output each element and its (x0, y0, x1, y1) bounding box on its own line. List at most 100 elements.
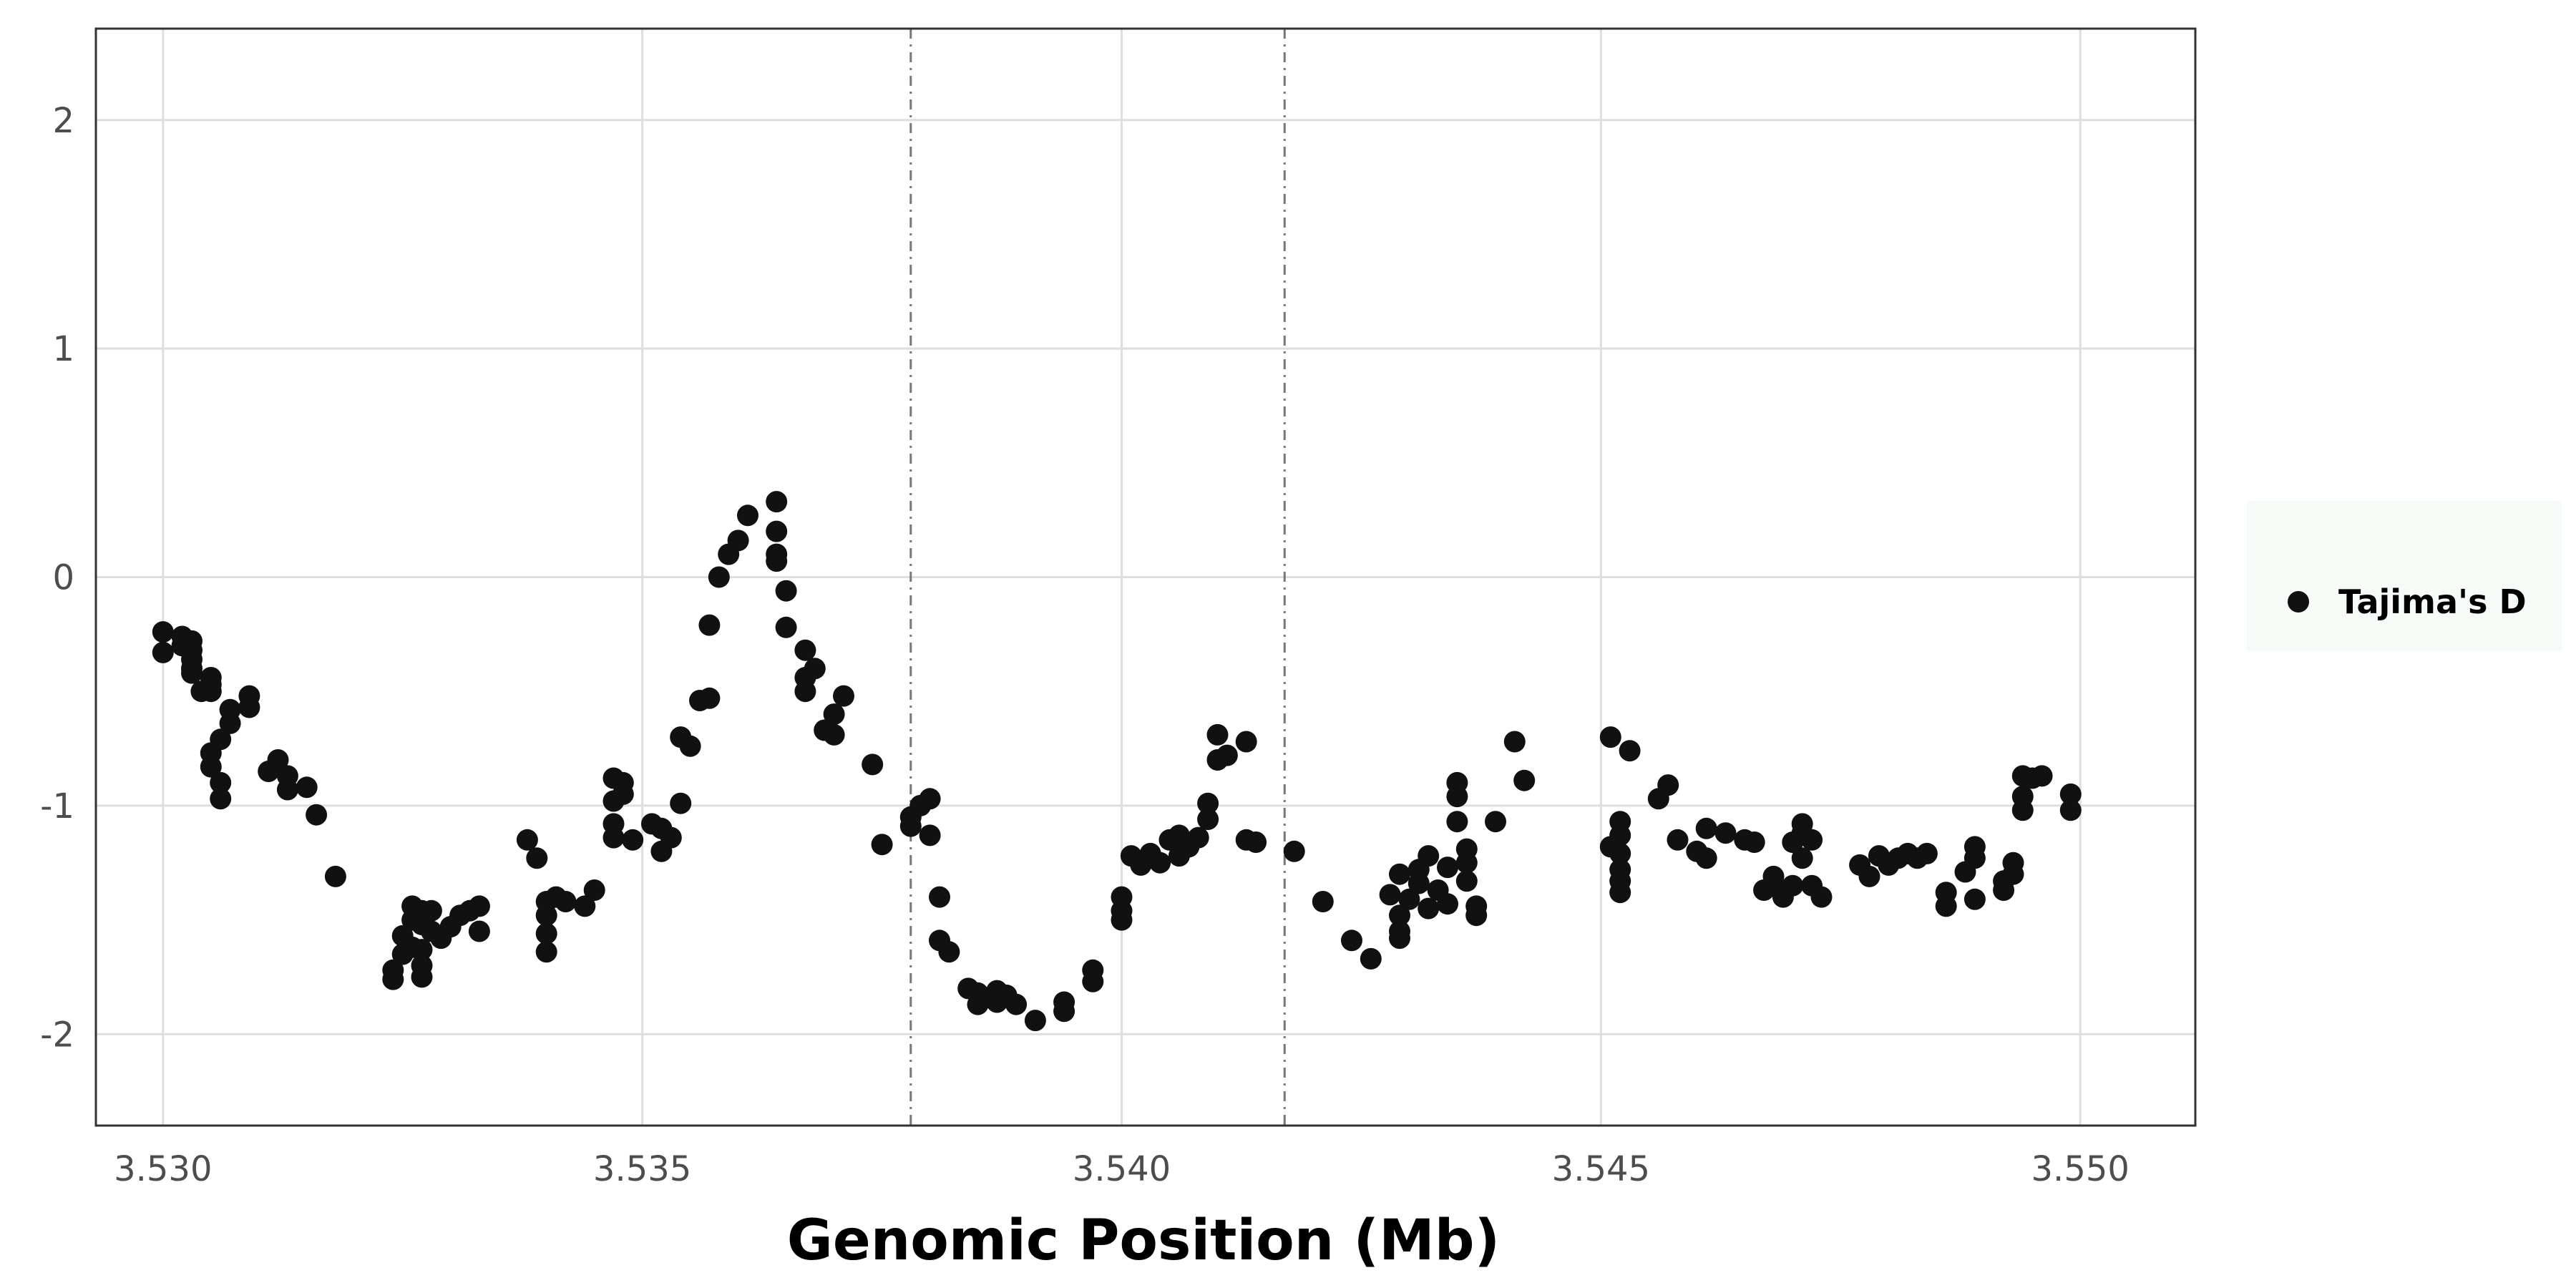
data-point (1599, 726, 1621, 748)
x-tick-label: 3.540 (1073, 1149, 1171, 1189)
data-point (1149, 852, 1171, 874)
data-point (871, 834, 893, 856)
y-tick-label: -2 (40, 1015, 74, 1055)
data-point (2011, 799, 2034, 821)
data-point (535, 922, 557, 945)
data-point (1407, 872, 1430, 894)
data-point (823, 723, 845, 746)
data-point (1341, 930, 1362, 952)
data-point (794, 680, 816, 703)
data-point (1005, 993, 1028, 1015)
data-point (1216, 744, 1238, 766)
legend-key-point (2288, 591, 2309, 613)
data-point (929, 886, 950, 908)
data-point (200, 756, 222, 778)
data-point (1360, 947, 1382, 970)
data-point (1187, 826, 1209, 849)
data-point (1398, 888, 1420, 910)
data-point (1446, 811, 1468, 833)
x-tick-label: 3.530 (114, 1149, 212, 1189)
data-point (1609, 882, 1631, 904)
y-tick-label: 0 (52, 558, 74, 598)
data-point (1695, 847, 1717, 869)
grid-lines (96, 29, 2195, 1126)
data-point (1810, 886, 1833, 908)
data-point (1609, 842, 1631, 864)
data-point (938, 941, 960, 963)
data-point (1993, 879, 2015, 901)
data-point (708, 566, 730, 588)
data-point (823, 703, 845, 726)
data-point (574, 895, 596, 917)
data-point (1695, 817, 1717, 839)
data-point (737, 504, 758, 527)
data-point (698, 687, 721, 709)
data-point (1245, 831, 1267, 853)
data-point (670, 792, 692, 814)
data-point (276, 779, 298, 801)
data-point (1283, 840, 1305, 862)
data-point (535, 941, 557, 963)
x-axis-title: Genomic Position (Mb) (787, 1209, 1500, 1273)
data-point (526, 847, 548, 869)
data-point (766, 550, 788, 572)
data-point (660, 826, 682, 849)
data-point (152, 621, 174, 643)
data-point (324, 865, 346, 887)
y-tick-label: -1 (40, 786, 74, 826)
data-point (794, 639, 816, 661)
data-point (555, 891, 577, 912)
data-point (1389, 863, 1410, 885)
data-point (516, 829, 538, 851)
panel-border (94, 27, 2197, 1127)
data-point (775, 580, 797, 602)
data-point (468, 895, 490, 917)
data-point (2059, 799, 2082, 821)
data-point (2002, 863, 2024, 885)
data-point (1714, 822, 1737, 844)
data-point (1743, 831, 1765, 853)
data-point (1858, 865, 1880, 887)
x-tick-label: 3.550 (2031, 1149, 2129, 1189)
data-point (238, 696, 260, 718)
legend: Tajima's D (2247, 501, 2562, 651)
data-point (1963, 847, 1986, 869)
data-point (727, 530, 749, 552)
data-point (1791, 847, 1813, 869)
data-point (1379, 884, 1401, 906)
y-tick-label: 2 (52, 101, 74, 141)
data-point (468, 920, 490, 942)
data-point (1455, 852, 1478, 874)
data-point (1389, 904, 1410, 927)
data-point (1667, 829, 1689, 851)
data-point (1801, 829, 1823, 851)
data-point (219, 698, 241, 721)
data-point (1657, 774, 1679, 796)
data-point (1935, 895, 1957, 917)
data-point (2031, 765, 2053, 787)
data-point (602, 826, 625, 849)
y-tick-label: 1 (52, 329, 74, 369)
data-point (899, 815, 922, 837)
data-point (1111, 909, 1133, 931)
data-point (1053, 1000, 1075, 1023)
data-point (411, 966, 433, 988)
data-point (1619, 740, 1641, 762)
data-point (1197, 809, 1219, 830)
data-point (1513, 769, 1536, 791)
data-point (1082, 970, 1104, 992)
data-point (306, 804, 328, 826)
data-point (1446, 786, 1468, 808)
data-point (1235, 731, 1257, 753)
data-point (583, 879, 605, 901)
data-points (152, 491, 2082, 1032)
data-point (1206, 723, 1229, 746)
legend-background (2247, 501, 2562, 651)
data-point (210, 728, 232, 751)
data-point (679, 735, 701, 757)
data-point (698, 614, 721, 636)
y-axis-tick-labels: -2 -1 0 1 2 (40, 101, 74, 1055)
data-point (1197, 792, 1219, 814)
